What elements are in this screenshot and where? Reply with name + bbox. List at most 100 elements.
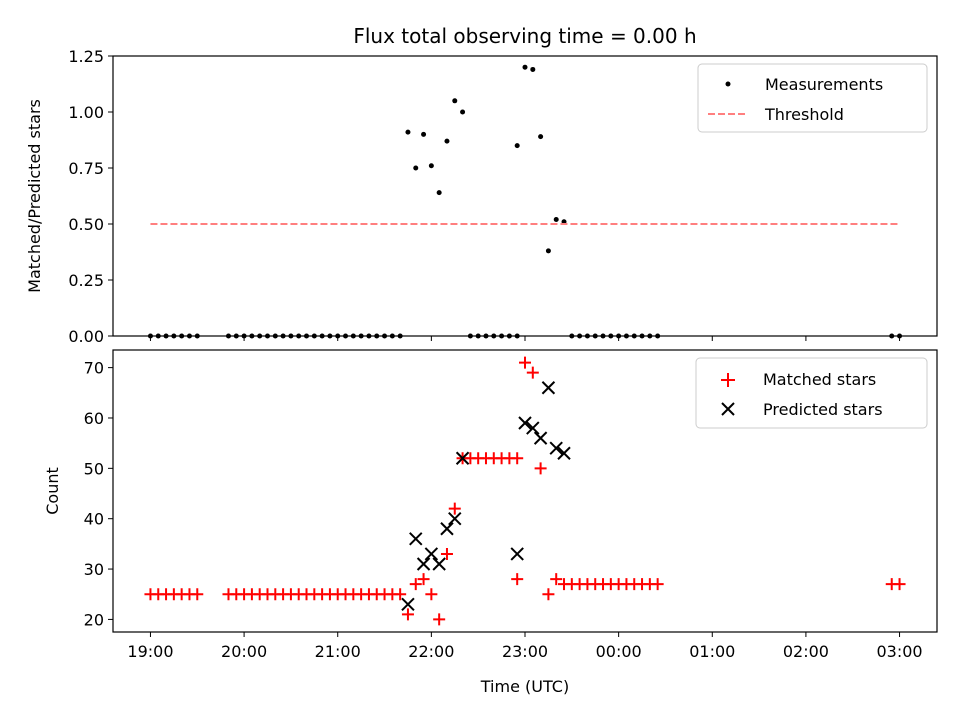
measurement-point — [327, 333, 333, 339]
measurement-point — [499, 333, 505, 339]
measurement-point — [147, 333, 153, 339]
legend-threshold-label: Threshold — [764, 105, 844, 124]
x-tick-label: 21:00 — [315, 642, 361, 661]
predicted-star-point — [416, 557, 431, 571]
measurement-point — [545, 248, 551, 254]
measurement-point — [647, 333, 653, 339]
measurement-point — [319, 333, 325, 339]
top-y-tick-label: 0.00 — [68, 327, 104, 346]
measurement-point — [553, 217, 559, 223]
matched-star-point — [417, 573, 430, 586]
top-legend: Measurements Threshold — [697, 63, 928, 133]
matched-star-point — [433, 613, 446, 626]
predicted-star-point — [432, 557, 446, 571]
measurement-point — [623, 333, 629, 339]
matched-star-point — [409, 578, 422, 591]
measurement-point — [600, 333, 606, 339]
measurement-point — [483, 333, 489, 339]
predicted-star-point — [541, 381, 556, 395]
x-tick-label: 22:00 — [408, 642, 454, 661]
bottom-y-tick-label: 60 — [84, 409, 104, 428]
predicted-star-point — [557, 446, 571, 460]
chart-title: Flux total observing time = 0.00 h — [353, 24, 696, 48]
measurement-point — [288, 333, 294, 339]
bottom-legend-frame — [695, 357, 928, 429]
legend-predicted-label: Predicted stars — [763, 400, 883, 419]
measurement-point — [280, 333, 286, 339]
predicted-star-point — [401, 597, 415, 612]
measurement-point — [522, 64, 528, 70]
measurement-point — [428, 163, 434, 169]
x-tick-label: 02:00 — [783, 642, 829, 661]
top-y-axis-ticks: 0.00 0.25 0.50 0.75 1.00 1.25 — [68, 47, 113, 346]
matched-star-point — [893, 578, 906, 591]
measurement-point — [304, 333, 310, 339]
measurement-point — [257, 333, 263, 339]
measurement-point — [171, 333, 177, 339]
measurement-point — [584, 333, 590, 339]
top-y-axis-label: Matched/Predicted stars — [25, 99, 44, 293]
bottom-legend: Matched stars Predicted stars — [695, 357, 928, 429]
measurement-point — [358, 333, 364, 339]
measurement-point — [296, 333, 302, 339]
measurement-point — [413, 165, 419, 171]
measurement-point — [897, 333, 903, 339]
measurement-point — [186, 333, 192, 339]
predicted-star-point — [526, 421, 540, 435]
predicted-star-point — [448, 511, 462, 526]
matched-star-point — [542, 588, 555, 601]
measurement-point — [452, 98, 458, 104]
measurement-point — [569, 333, 575, 339]
measurement-point — [335, 333, 341, 339]
matched-star-point — [511, 452, 524, 465]
top-y-tick-label: 0.25 — [68, 271, 104, 290]
measurement-point — [592, 333, 598, 339]
measurement-point — [421, 131, 427, 137]
matched-star-point — [519, 356, 531, 369]
measurement-point — [225, 333, 231, 339]
measurement-point — [889, 333, 895, 339]
measurement-point — [436, 190, 442, 196]
matched-star-point — [401, 608, 414, 621]
measurement-point — [155, 333, 161, 339]
top-y-tick-label: 1.25 — [68, 47, 104, 66]
predicted-star-point — [409, 532, 423, 546]
x-tick-label: 20:00 — [221, 642, 267, 661]
top-y-tick-label: 0.75 — [68, 159, 104, 178]
matched-star-point — [511, 573, 524, 586]
measurement-point — [163, 333, 169, 339]
predicted-star-point — [549, 441, 563, 455]
top-y-tick-label: 0.50 — [68, 215, 104, 234]
measurement-point — [382, 333, 388, 339]
x-tick-label: 03:00 — [876, 642, 922, 661]
bottom-y-tick-label: 50 — [84, 459, 104, 478]
measurement-point — [194, 333, 200, 339]
measurement-point — [467, 333, 473, 339]
bottom-y-axis-label: Count — [43, 467, 62, 515]
measurement-point — [350, 333, 356, 339]
measurement-point — [491, 333, 497, 339]
measurement-point — [577, 333, 583, 339]
measurement-point — [272, 333, 278, 339]
measurement-point — [506, 333, 512, 339]
matched-star-point — [534, 462, 547, 475]
matched-star-point — [394, 588, 407, 601]
bottom-x-axis-ticks: 19:00 20:00 21:00 22:00 23:00 00:00 01:00 02:00… — [127, 632, 923, 661]
measurement-point — [405, 129, 411, 135]
measurement-point — [444, 138, 450, 144]
measurement-point — [616, 333, 622, 339]
top-panel: 0.00 0.25 0.50 0.75 1.00 1.25 Matched/Predict… — [25, 47, 938, 346]
matched-star-point — [550, 573, 563, 586]
measurement-point — [265, 333, 270, 339]
matched-star-point — [425, 588, 438, 601]
measurement-point — [631, 333, 637, 339]
matched-star-point — [448, 502, 461, 515]
predicted-star-point — [533, 431, 548, 445]
measurement-point — [608, 333, 614, 339]
predicted-star-point — [424, 547, 439, 561]
measurement-point — [655, 333, 661, 339]
legend-matched-label: Matched stars — [763, 370, 876, 389]
measurement-point — [475, 333, 481, 339]
x-axis-label: Time (UTC) — [480, 677, 569, 696]
legend-predicted-marker — [721, 402, 735, 416]
